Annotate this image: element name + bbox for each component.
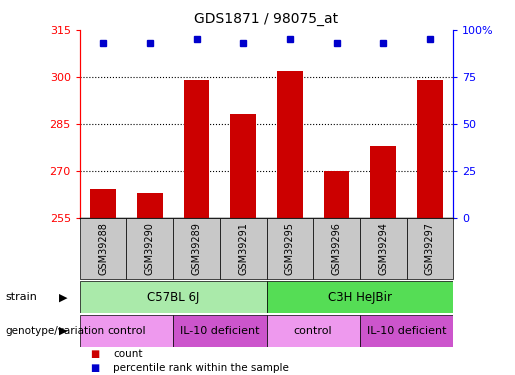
Bar (173, 315, 267, 347)
Text: GSM39295: GSM39295 (285, 222, 295, 275)
Text: ■: ■ (90, 363, 99, 373)
Bar (80, 217, 127, 279)
Bar (137, 192, 163, 217)
Text: count: count (113, 350, 143, 359)
Bar (313, 217, 360, 279)
Bar (80, 281, 267, 313)
Bar (80, 315, 173, 347)
Text: GSM39294: GSM39294 (378, 222, 388, 275)
Text: GSM39289: GSM39289 (192, 222, 201, 275)
Text: IL-10 deficient: IL-10 deficient (180, 326, 260, 336)
Text: strain: strain (5, 292, 37, 302)
Text: GSM39290: GSM39290 (145, 222, 155, 275)
Text: C57BL 6J: C57BL 6J (147, 291, 199, 304)
Text: GSM39296: GSM39296 (332, 222, 341, 275)
Text: control: control (294, 326, 333, 336)
Bar (324, 171, 349, 217)
Bar (370, 146, 396, 218)
Bar (230, 114, 256, 218)
Bar (127, 217, 173, 279)
Text: percentile rank within the sample: percentile rank within the sample (113, 363, 289, 373)
Bar (406, 217, 453, 279)
Text: ▶: ▶ (59, 326, 68, 336)
Title: GDS1871 / 98075_at: GDS1871 / 98075_at (195, 12, 338, 26)
Bar (267, 281, 453, 313)
Text: genotype/variation: genotype/variation (5, 326, 104, 336)
Bar (184, 80, 209, 218)
Bar (277, 70, 303, 217)
Text: IL-10 deficient: IL-10 deficient (367, 326, 447, 336)
Bar (267, 315, 360, 347)
Text: GSM39291: GSM39291 (238, 222, 248, 275)
Bar (90, 189, 116, 217)
Text: C3H HeJBir: C3H HeJBir (328, 291, 392, 304)
Bar (360, 217, 406, 279)
Text: ■: ■ (90, 350, 99, 359)
Bar (220, 217, 267, 279)
Text: ▶: ▶ (59, 292, 68, 302)
Text: GSM39297: GSM39297 (425, 222, 435, 275)
Bar (173, 217, 220, 279)
Bar (417, 80, 443, 218)
Text: GSM39288: GSM39288 (98, 222, 108, 275)
Text: control: control (107, 326, 146, 336)
Bar (360, 315, 453, 347)
Bar (267, 217, 313, 279)
